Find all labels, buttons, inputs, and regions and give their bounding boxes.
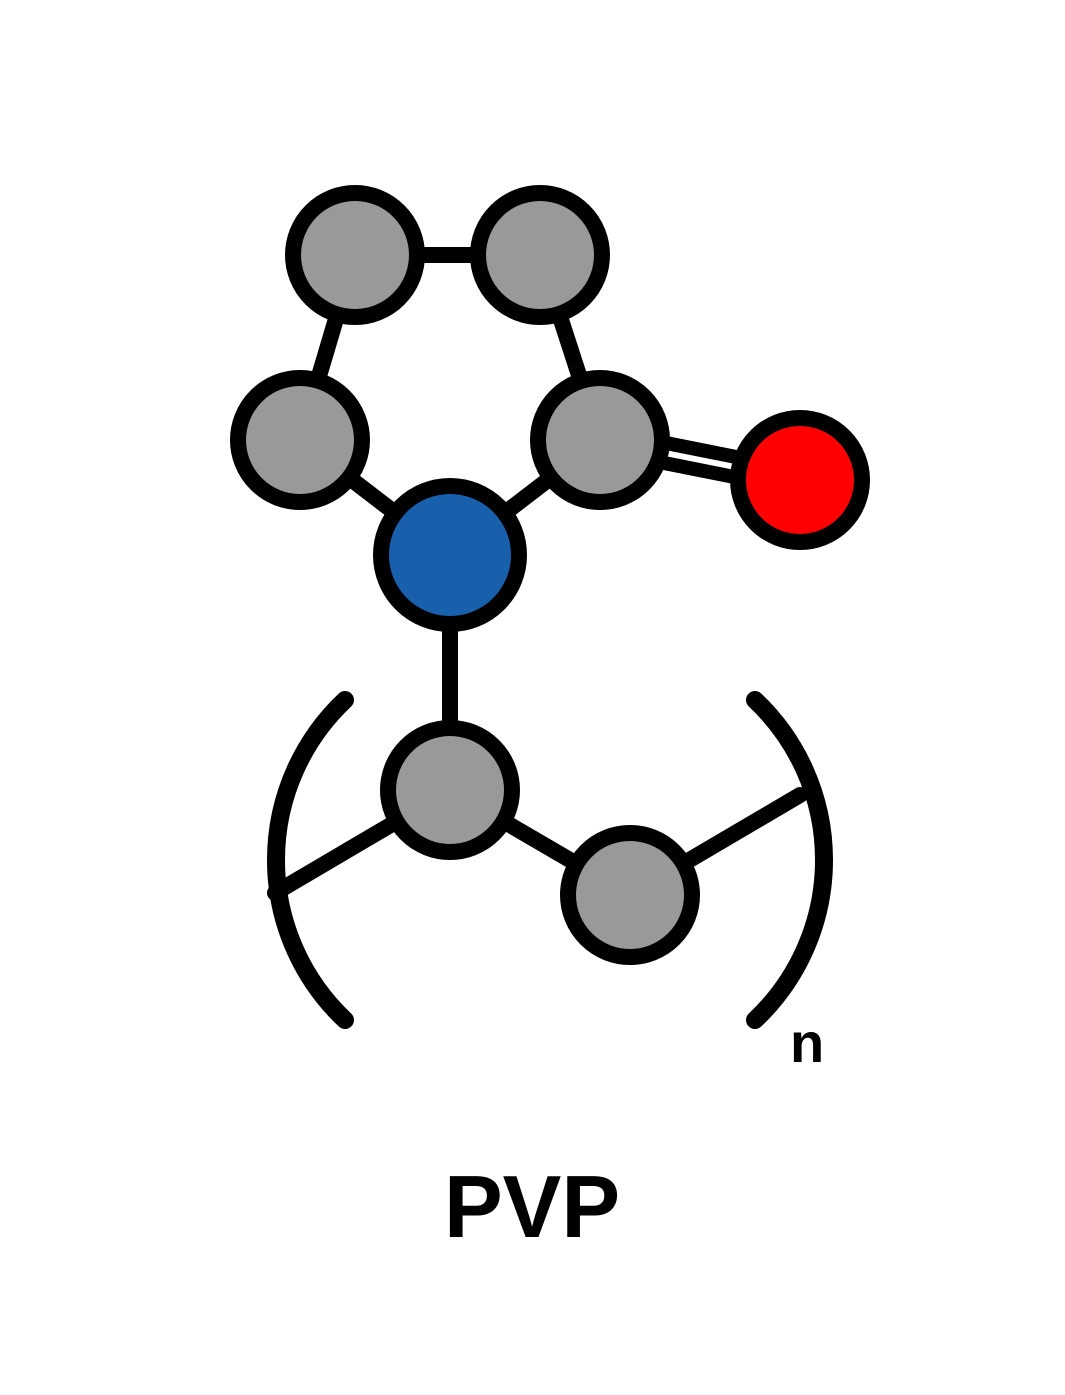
polymer-subscript: n	[790, 1010, 824, 1075]
atom-c3	[238, 378, 362, 502]
molecule-name-label: PVP	[432, 1156, 632, 1258]
atom-o	[738, 418, 862, 542]
atom-c1	[293, 193, 417, 317]
atom-n	[381, 486, 519, 624]
bonds-group	[275, 255, 802, 895]
atom-c6	[568, 833, 692, 957]
atom-c4	[538, 378, 662, 502]
atom-c5	[388, 728, 512, 852]
polymer-bracket	[755, 700, 824, 1020]
atom-c2	[478, 193, 602, 317]
